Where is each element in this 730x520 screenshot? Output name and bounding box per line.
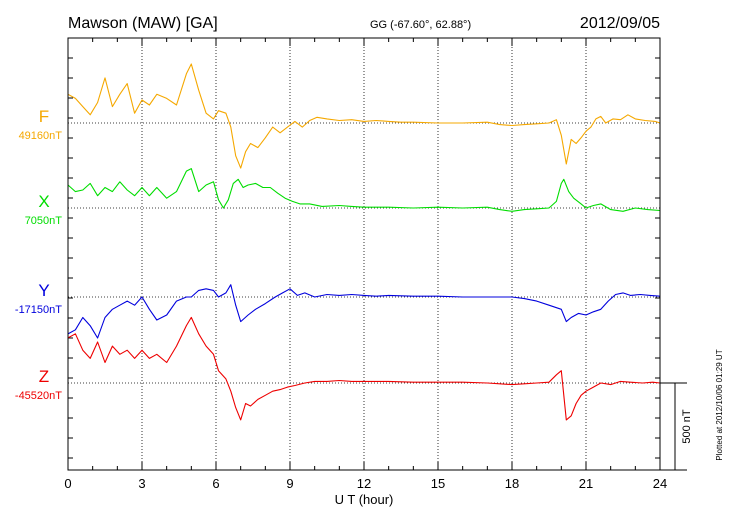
x-tick-label: 3 xyxy=(138,476,145,491)
series-line-x xyxy=(67,168,661,212)
channel-baseline-z: -45520nT xyxy=(15,390,62,402)
x-tick-label: 0 xyxy=(64,476,71,491)
channel-baseline-x: 7050nT xyxy=(25,215,63,227)
station-coordinates: GG (-67.60°, 62.88°) xyxy=(370,19,471,31)
x-tick-label: 24 xyxy=(653,476,667,491)
x-tick-label: 6 xyxy=(212,476,219,491)
channel-baseline-f: 49160nT xyxy=(19,130,63,142)
x-tick-label: 9 xyxy=(286,476,293,491)
scale-bar: 500 nT xyxy=(660,382,693,471)
series-line-y xyxy=(67,284,661,339)
channel-label-z: Z xyxy=(39,367,49,386)
plotted-timestamp: Plotted at 2012/10/06 01:29 UT xyxy=(715,349,724,460)
chart-date: 2012/09/05 xyxy=(580,15,660,32)
channel-label-x: X xyxy=(38,192,49,211)
x-tick-label: 15 xyxy=(431,476,445,491)
channel-label-y: Y xyxy=(38,281,49,300)
x-tick-label: 12 xyxy=(357,476,371,491)
x-axis-label: U T (hour) xyxy=(335,492,394,507)
x-tick-label: 18 xyxy=(505,476,519,491)
x-axis-ticks: 0 3 6 9 12 15 18 21 24 xyxy=(64,38,667,491)
channel-label-f: F xyxy=(39,107,49,126)
series-line-f xyxy=(67,63,661,169)
grid xyxy=(68,38,660,470)
chart-title: Mawson (MAW) [GA] xyxy=(68,15,218,32)
channel-baseline-y: -17150nT xyxy=(15,304,62,316)
series-line-z xyxy=(67,316,661,421)
series-lines xyxy=(67,63,661,421)
scale-bar-label: 500 nT xyxy=(681,409,693,444)
x-tick-label: 21 xyxy=(579,476,593,491)
channel-labels: F 49160nT X 7050nT Y -17150nT Z -45520nT xyxy=(15,107,62,402)
